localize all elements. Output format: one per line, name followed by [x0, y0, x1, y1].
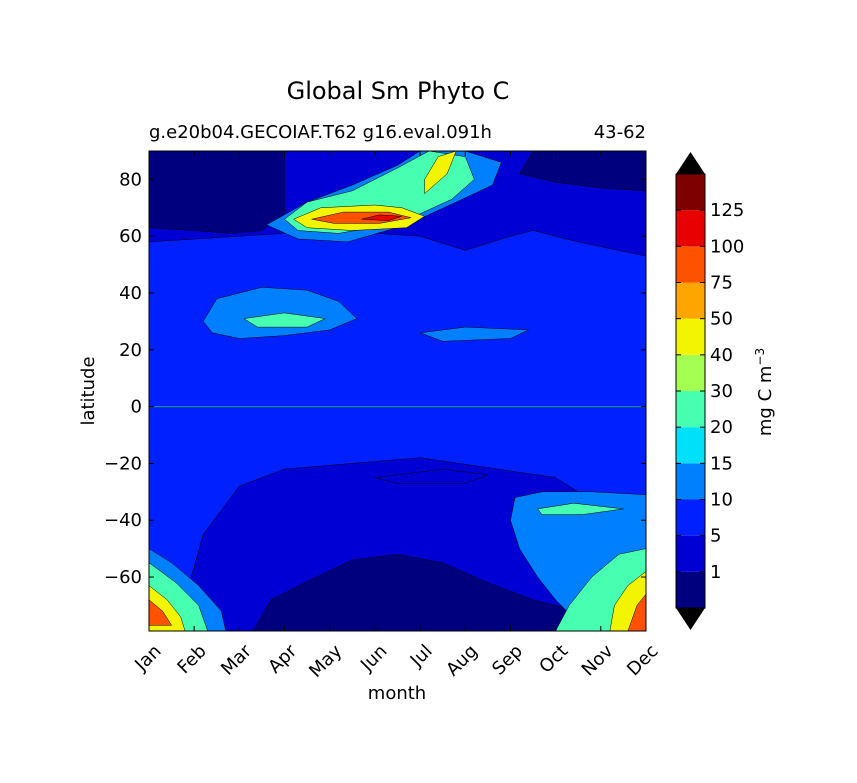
colorbar-swatch: [676, 210, 705, 247]
colorbar-tick-label: 10: [710, 490, 733, 511]
x-tick-label: Nov: [578, 640, 618, 680]
colorbar-extend-min: [676, 608, 705, 630]
plot-area: [149, 151, 646, 631]
colorbar-extend-max: [676, 152, 705, 174]
chart-title: Global Sm Phyto C: [287, 77, 510, 105]
x-tick-label: Jun: [356, 641, 391, 676]
x-tick-label: Apr: [264, 640, 301, 677]
y-axis-label: latitude: [78, 356, 99, 425]
colorbar-tick-label: 5: [710, 526, 721, 547]
x-tick-label: Jul: [406, 641, 437, 672]
heatmap-region-level-10-0: [361, 214, 403, 221]
x-tick-label: Aug: [442, 641, 482, 681]
colorbar-swatch: [676, 174, 705, 211]
heatmap-region-level-3-1: [419, 326, 529, 342]
colorbar-tick-label: 30: [710, 381, 733, 402]
colorbar-tick-label: 125: [710, 200, 744, 221]
y-tick-label: 20: [119, 340, 142, 361]
y-tick-label: −20: [104, 453, 142, 474]
colorbar-swatch: [676, 535, 705, 572]
x-tick-label: Sep: [488, 641, 527, 680]
colorbar-swatch: [676, 463, 705, 500]
colorbar-tick-label: 1: [710, 562, 721, 583]
colorbar-tick-label: 100: [710, 236, 744, 257]
x-tick-label: May: [305, 640, 346, 681]
colorbar-tick-label: 20: [710, 417, 733, 438]
x-tick-label: Jan: [130, 641, 165, 676]
colorbar-label-exponent: −3: [753, 348, 767, 366]
colorbar-swatch: [676, 391, 705, 428]
y-tick-label: −60: [104, 567, 142, 588]
heatmap-region-level-7-1: [424, 151, 457, 194]
chart-subtitle-right: 43-62: [594, 122, 646, 143]
heatmap-region-level-0-0: [149, 151, 285, 234]
colorbar-label-text: mg C m: [755, 366, 776, 437]
colorbar-swatch: [676, 282, 705, 319]
heatmap-region-level-5-1: [243, 312, 326, 328]
y-tick-label: 60: [119, 226, 142, 247]
chart-subtitle-left: g.e20b04.GECOIAF.T62 g16.eval.091h: [149, 122, 492, 143]
colorbar-swatch: [676, 246, 705, 283]
x-tick-label: Dec: [623, 641, 662, 680]
colorbar-swatch: [676, 354, 705, 391]
heatmap-region-level-0-1: [519, 151, 646, 192]
colorbar-swatch: [676, 427, 705, 464]
colorbar-tick-label: 40: [710, 345, 733, 366]
colorbar-tick-label: 50: [710, 309, 733, 330]
heatmap-region-level-9-2: [149, 599, 172, 626]
heatmap-region-level-9-1: [627, 593, 646, 631]
x-tick-label: Oct: [535, 641, 572, 678]
y-tick-label: 80: [119, 169, 142, 190]
y-tick-label: 40: [119, 283, 142, 304]
y-tick-label: 0: [131, 397, 142, 418]
x-axis-label: month: [368, 683, 426, 704]
y-tick-label: −40: [104, 510, 142, 531]
heatmap-region-level-3-0: [202, 287, 358, 339]
colorbar-swatch: [676, 499, 705, 536]
heatmap-region-level-5-2: [537, 502, 624, 515]
colorbar-tick-label: 15: [710, 453, 733, 474]
x-tick-label: Feb: [173, 641, 210, 678]
colorbar-label: mg C m−3: [753, 348, 776, 436]
colorbar-swatch: [676, 318, 705, 355]
heatmap-region-level-1-2: [374, 468, 489, 484]
plot-frame: [148, 150, 647, 632]
colorbar-swatch: [676, 571, 705, 608]
x-tick-label: Mar: [217, 640, 256, 679]
colorbar-tick-label: 75: [710, 273, 733, 294]
